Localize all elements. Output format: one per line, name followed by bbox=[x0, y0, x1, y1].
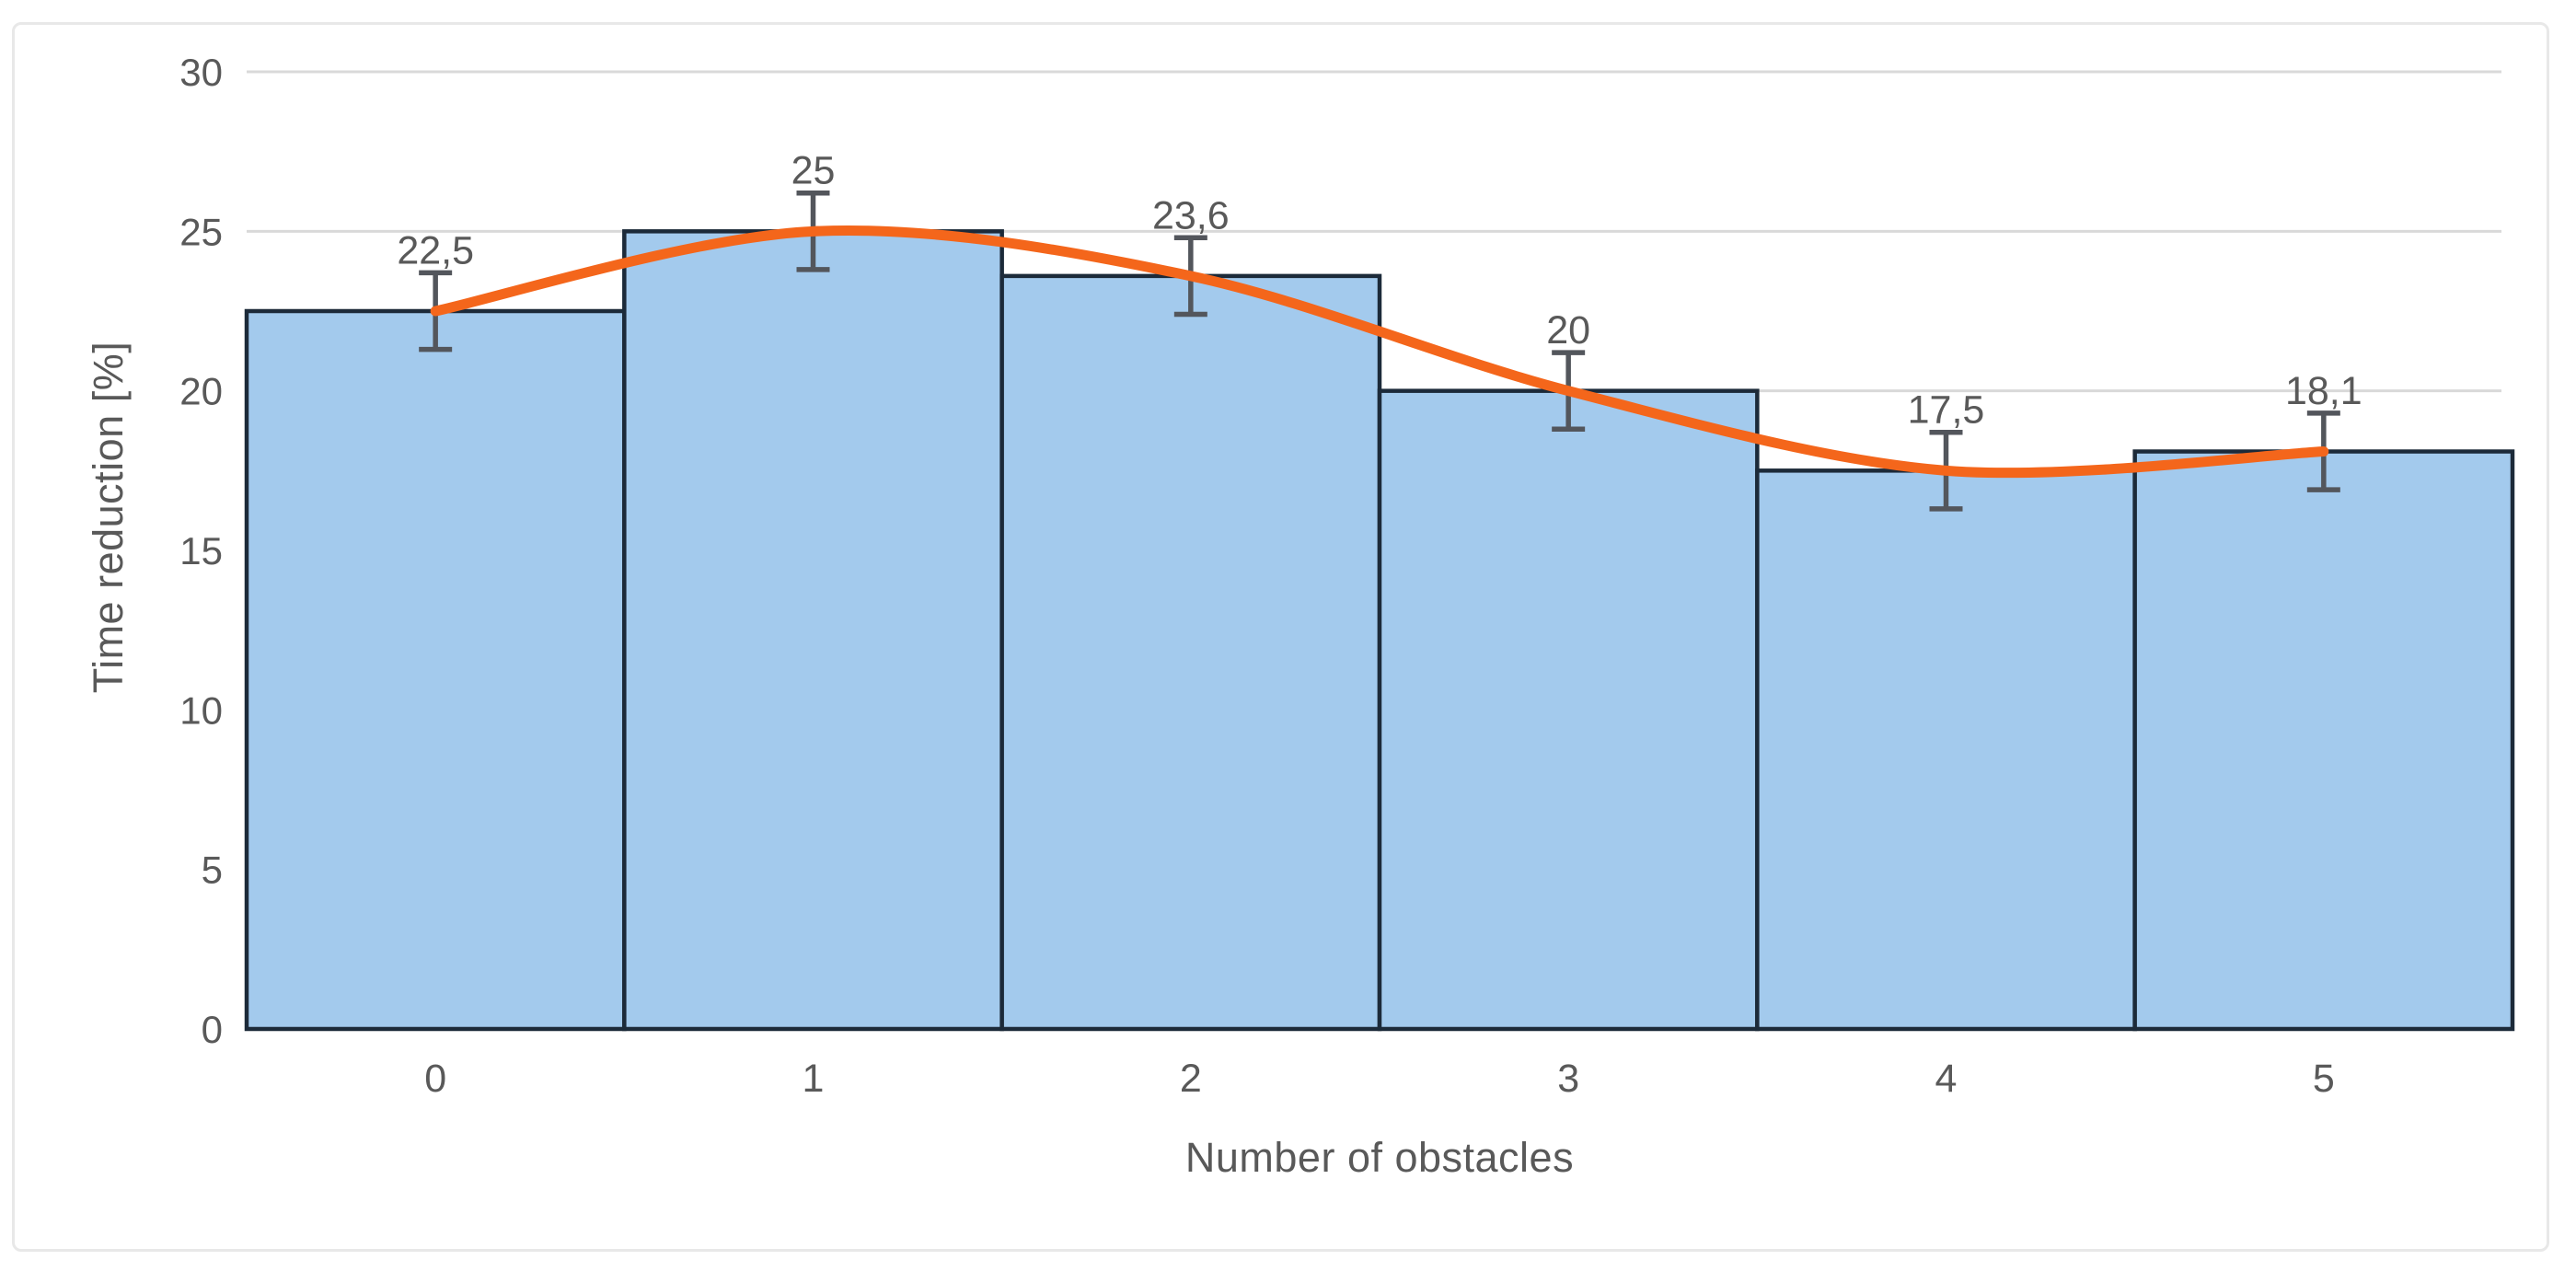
x-tick-label: 4 bbox=[1935, 1057, 1958, 1101]
data-label: 20 bbox=[1546, 308, 1590, 353]
y-tick-label: 25 bbox=[179, 210, 223, 253]
bar bbox=[1377, 388, 1760, 1032]
data-label: 17,5 bbox=[1908, 388, 1985, 433]
y-tick-label: 20 bbox=[179, 370, 223, 413]
data-label: 22,5 bbox=[397, 228, 474, 272]
y-tick-label: 30 bbox=[179, 51, 223, 94]
data-label: 18,1 bbox=[2285, 369, 2362, 413]
bar bbox=[2132, 449, 2515, 1032]
x-tick-label: 2 bbox=[1180, 1057, 1202, 1101]
y-axis-title: Time reduction [%] bbox=[85, 341, 132, 694]
data-label: 25 bbox=[791, 149, 836, 193]
y-tick-label: 5 bbox=[202, 849, 223, 892]
x-tick-label: 5 bbox=[2313, 1057, 2335, 1101]
bar bbox=[244, 308, 627, 1032]
y-tick-label: 15 bbox=[179, 529, 223, 572]
x-tick-label: 3 bbox=[1557, 1057, 1579, 1101]
data-label: 23,6 bbox=[1152, 193, 1230, 237]
y-tick-label: 0 bbox=[202, 1008, 223, 1051]
x-axis-title: Number of obstacles bbox=[1184, 1134, 1575, 1181]
x-tick-label: 1 bbox=[803, 1057, 825, 1101]
trend-line bbox=[430, 225, 2329, 479]
bar bbox=[622, 229, 1004, 1032]
x-tick-label: 0 bbox=[424, 1057, 446, 1101]
bar bbox=[1755, 468, 2137, 1032]
y-tick-label: 10 bbox=[179, 688, 223, 732]
bar bbox=[999, 273, 1382, 1032]
